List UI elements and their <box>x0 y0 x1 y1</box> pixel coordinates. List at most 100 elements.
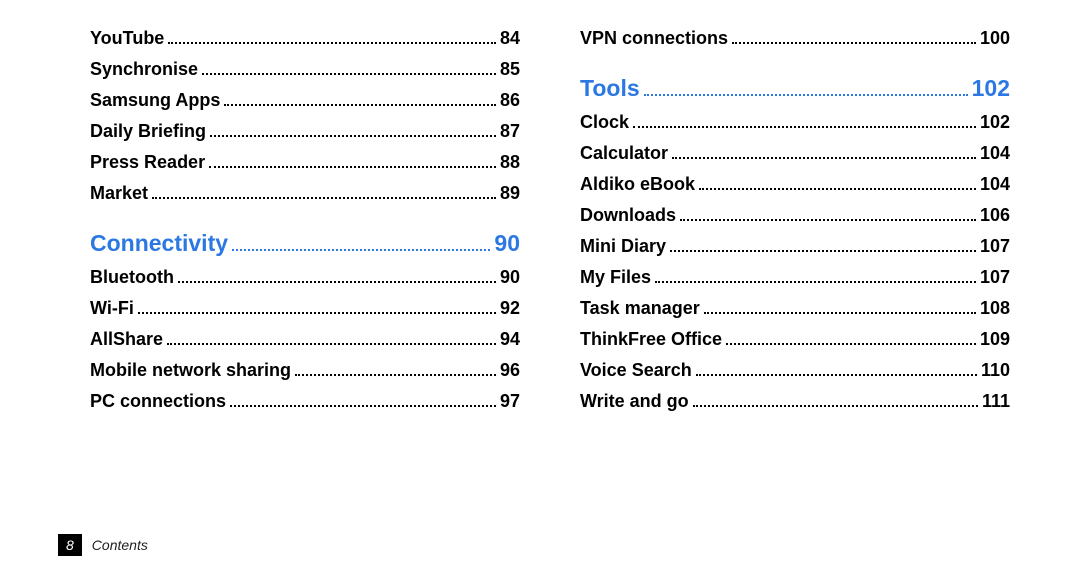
toc-entry-page: 85 <box>500 59 520 80</box>
toc-entry: Wi-Fi 92 <box>90 298 520 319</box>
toc-entry: Press Reader 88 <box>90 152 520 173</box>
toc-entry-page: 110 <box>981 360 1010 381</box>
toc-entry: Samsung Apps 86 <box>90 90 520 111</box>
toc-leader-dots <box>732 42 976 44</box>
toc-entry-label: Write and go <box>580 391 689 412</box>
toc-entry-page: 94 <box>500 329 520 350</box>
toc-entry: YouTube 84 <box>90 28 520 49</box>
toc-leader-dots <box>230 405 496 407</box>
toc-leader-dots <box>224 104 496 106</box>
toc-section-page: 90 <box>494 230 520 257</box>
toc-entry-label: ThinkFree Office <box>580 329 722 350</box>
footer-title: Contents <box>92 537 148 553</box>
toc-left-column: YouTube 84 Synchronise 85 Samsung Apps 86 Dail… <box>90 28 520 422</box>
toc-entry-label: Task manager <box>580 298 700 319</box>
toc-entry-page: 104 <box>980 143 1010 164</box>
toc-entry-page: 104 <box>980 174 1010 195</box>
toc-leader-dots <box>680 219 976 221</box>
footer-page-number: 8 <box>58 534 82 556</box>
toc-entry: Mobile network sharing 96 <box>90 360 520 381</box>
toc-entry-page: 84 <box>500 28 520 49</box>
toc-entry-page: 102 <box>980 112 1010 133</box>
toc-leader-dots <box>644 94 968 96</box>
toc-entry: ThinkFree Office 109 <box>580 329 1010 350</box>
toc-entry: Market89 <box>90 183 520 204</box>
toc-entry-page: 100 <box>980 28 1010 49</box>
toc-entry: Daily Briefing 87 <box>90 121 520 142</box>
toc-entry: AllShare 94 <box>90 329 520 350</box>
toc-entry: Voice Search 110 <box>580 360 1010 381</box>
toc-entry: VPN connections 100 <box>580 28 1010 49</box>
toc-columns: YouTube 84 Synchronise 85 Samsung Apps 86 Dail… <box>90 28 1010 422</box>
toc-entry: Clock 102 <box>580 112 1010 133</box>
toc-section: Connectivity 90 <box>90 230 520 257</box>
toc-section-page: 102 <box>972 75 1010 102</box>
toc-leader-dots <box>672 157 976 159</box>
toc-leader-dots <box>693 405 978 407</box>
toc-section: Tools 102 <box>580 75 1010 102</box>
toc-entry-label: PC connections <box>90 391 226 412</box>
toc-entry-page: 107 <box>980 236 1010 257</box>
toc-leader-dots <box>209 166 496 168</box>
toc-leader-dots <box>655 281 976 283</box>
toc-entry-label: YouTube <box>90 28 164 49</box>
toc-entry-label: Calculator <box>580 143 668 164</box>
toc-entry: Synchronise 85 <box>90 59 520 80</box>
toc-entry-page: 90 <box>500 267 520 288</box>
toc-entry-page: 86 <box>500 90 520 111</box>
toc-leader-dots <box>167 343 496 345</box>
toc-entry-page: 97 <box>500 391 520 412</box>
toc-entry-page: 92 <box>500 298 520 319</box>
toc-leader-dots <box>152 197 496 199</box>
toc-entry-label: Mini Diary <box>580 236 666 257</box>
toc-entry-label: Market <box>90 183 148 204</box>
toc-entry-label: Wi-Fi <box>90 298 134 319</box>
toc-entry: Write and go 111 <box>580 391 1010 412</box>
toc-leader-dots <box>670 250 976 252</box>
toc-leader-dots <box>168 42 496 44</box>
toc-leader-dots <box>210 135 496 137</box>
page-footer: 8 Contents <box>58 534 148 556</box>
toc-leader-dots <box>202 73 496 75</box>
toc-leader-dots <box>699 188 976 190</box>
toc-entry-label: VPN connections <box>580 28 728 49</box>
toc-entry-page: 96 <box>500 360 520 381</box>
toc-entry-page: 106 <box>980 205 1010 226</box>
toc-entry: Aldiko eBook 104 <box>580 174 1010 195</box>
toc-entry-page: 107 <box>980 267 1010 288</box>
toc-entry-label: AllShare <box>90 329 163 350</box>
toc-entry-label: Downloads <box>580 205 676 226</box>
toc-entry-label: My Files <box>580 267 651 288</box>
toc-section-label: Tools <box>580 75 640 102</box>
toc-leader-dots <box>633 126 976 128</box>
toc-section-label: Connectivity <box>90 230 228 257</box>
toc-entry-page: 88 <box>500 152 520 173</box>
toc-leader-dots <box>295 374 496 376</box>
toc-entry: Downloads 106 <box>580 205 1010 226</box>
toc-entry: Bluetooth 90 <box>90 267 520 288</box>
toc-entry-label: Synchronise <box>90 59 198 80</box>
toc-entry-page: 111 <box>982 391 1010 412</box>
toc-entry: Calculator 104 <box>580 143 1010 164</box>
toc-entry-label: Clock <box>580 112 629 133</box>
toc-leader-dots <box>232 249 490 251</box>
toc-entry-label: Voice Search <box>580 360 692 381</box>
toc-entry-label: Samsung Apps <box>90 90 220 111</box>
toc-leader-dots <box>704 312 976 314</box>
toc-entry-label: Aldiko eBook <box>580 174 695 195</box>
toc-entry-label: Bluetooth <box>90 267 174 288</box>
toc-leader-dots <box>178 281 496 283</box>
toc-entry-label: Mobile network sharing <box>90 360 291 381</box>
toc-entry-page: 87 <box>500 121 520 142</box>
toc-leader-dots <box>138 312 496 314</box>
toc-leader-dots <box>696 374 977 376</box>
toc-entry-page: 108 <box>980 298 1010 319</box>
toc-entry: PC connections 97 <box>90 391 520 412</box>
toc-entry-label: Press Reader <box>90 152 205 173</box>
toc-entry: My Files 107 <box>580 267 1010 288</box>
toc-leader-dots <box>726 343 976 345</box>
toc-entry: Mini Diary 107 <box>580 236 1010 257</box>
toc-entry-page: 109 <box>980 329 1010 350</box>
toc-entry: Task manager 108 <box>580 298 1010 319</box>
toc-entry-label: Daily Briefing <box>90 121 206 142</box>
